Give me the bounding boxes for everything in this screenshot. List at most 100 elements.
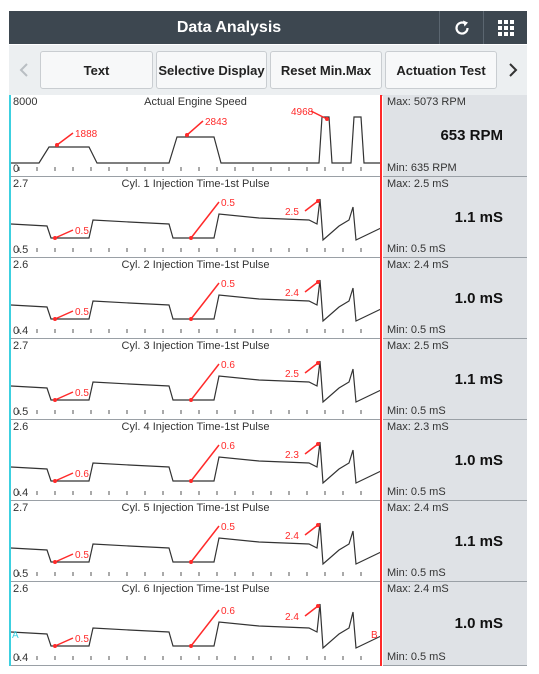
scale-min-label: 0 [13, 163, 20, 175]
annotation-arrow [56, 132, 74, 146]
annotation-arrowhead [185, 133, 189, 137]
annotation-arrow [54, 553, 74, 563]
graph-title: Actual Engine Speed [144, 96, 247, 108]
annotation-arrow [190, 609, 220, 647]
annotation-arrow [304, 200, 319, 212]
max-value-label: Max: 2.4 mS [387, 502, 449, 514]
graph-plot: 0.6 0.6 2.3 [10, 441, 382, 495]
annotation-arrowhead [55, 143, 59, 147]
graph-row-cyl-6-injection[interactable]: 2.6 Cyl. 6 Injection Time-1st Pulse 0.4 0.5… [9, 582, 382, 666]
value-row-cyl-1-injection: Max: 2.5 mS 1.1 mS Min: 0.5 mS [383, 177, 527, 258]
signal-trace [11, 116, 381, 164]
signal-trace [10, 279, 382, 323]
min-value-label: Min: 635 RPM [387, 162, 457, 174]
scale-max-label: 2.7 [13, 340, 29, 352]
annotation-arrow [54, 472, 74, 482]
chevron-right-icon [509, 63, 518, 77]
scale-min-label: 0.5 [13, 568, 29, 580]
scroll-left-button[interactable] [9, 45, 39, 95]
annotation-arrowhead [316, 199, 320, 203]
annotation-arrowhead [316, 523, 320, 527]
annotation-label: 0.5 [75, 307, 89, 318]
annotation-arrowhead [316, 280, 320, 284]
current-value: 1.0 mS [454, 452, 503, 469]
annotation-arrow [54, 637, 74, 647]
cursor-b-label: B [371, 630, 378, 641]
annotation-label: 2.4 [285, 612, 299, 623]
graph-title: Cyl. 3 Injection Time-1st Pulse [121, 340, 270, 352]
annotation-arrowhead [53, 317, 57, 321]
actuation-test-button[interactable]: Actuation Test [385, 51, 497, 89]
annotation-arrow [190, 282, 220, 320]
graph-row-cyl-3-injection[interactable]: 2.7 Cyl. 3 Injection Time-1st Pulse 0.5 0.5… [9, 339, 382, 420]
annotation-arrowhead [53, 560, 57, 564]
data-area: 8000 Actual Engine Speed 0 1888 2843 4968 2.7 C… [9, 95, 527, 666]
min-value-label: Min: 0.5 mS [387, 243, 446, 255]
value-row-engine-speed: Max: 5073 RPM 653 RPM Min: 635 RPM [383, 95, 527, 177]
selective-display-button[interactable]: Selective Display [156, 51, 267, 89]
annotation-label: 0.6 [221, 360, 235, 371]
annotation-arrowhead [53, 644, 57, 648]
annotation-arrow [190, 525, 220, 563]
annotation-arrow [54, 391, 74, 401]
text-button[interactable]: Text [40, 51, 153, 89]
annotation-label: 0.5 [75, 226, 89, 237]
annotation-label: 0.5 [221, 279, 235, 290]
value-row-cyl-2-injection: Max: 2.4 mS 1.0 mS Min: 0.5 mS [383, 258, 527, 339]
current-value: 653 RPM [440, 127, 503, 144]
chevron-left-icon [19, 63, 28, 77]
annotation-label: 2.4 [285, 531, 299, 542]
page-title: Data Analysis [176, 19, 282, 36]
toolbar: Text Selective Display Reset Min.Max Act… [9, 45, 527, 96]
value-row-cyl-5-injection: Max: 2.4 mS 1.1 mS Min: 0.5 mS [383, 501, 527, 582]
value-row-cyl-3-injection: Max: 2.5 mS 1.1 mS Min: 0.5 mS [383, 339, 527, 420]
signal-trace [10, 522, 382, 566]
min-value-label: Min: 0.5 mS [387, 324, 446, 336]
value-panel: Max: 5073 RPM 653 RPM Min: 635 RPM Max: 2.5… [383, 95, 527, 666]
graph-row-cyl-2-injection[interactable]: 2.6 Cyl. 2 Injection Time-1st Pulse 0.4 0.5… [9, 258, 382, 339]
graph-row-cyl-5-injection[interactable]: 2.7 Cyl. 5 Injection Time-1st Pulse 0.5 0.5… [9, 501, 382, 582]
scale-max-label: 2.6 [13, 259, 29, 271]
annotation-arrowhead [53, 236, 57, 240]
min-value-label: Min: 0.5 mS [387, 405, 446, 417]
grid-menu-button[interactable] [483, 11, 528, 44]
annotation-arrowhead [189, 644, 193, 648]
current-value: 1.1 mS [454, 533, 503, 550]
annotation-arrowhead [189, 398, 193, 402]
graph-plot: 0.5 0.6 2.5 [10, 360, 382, 414]
max-value-label: Max: 2.5 mS [387, 340, 449, 352]
annotation-label: 0.6 [75, 469, 89, 480]
graph-plot: 0.5 0.6 2.4 A B [10, 603, 382, 660]
annotation-label: 0.5 [75, 634, 89, 645]
graph-plot: 0.5 0.5 2.4 [10, 279, 382, 333]
min-value-label: Min: 0.5 mS [387, 567, 446, 579]
scale-min-label: 0.4 [13, 487, 29, 499]
graph-row-cyl-1-injection[interactable]: 2.7 Cyl. 1 Injection Time-1st Pulse 0.5 0.5… [9, 177, 382, 258]
cursor-a-line[interactable] [9, 95, 11, 666]
refresh-button[interactable] [439, 11, 484, 44]
annotation-arrow [304, 281, 319, 293]
annotation-label: 2843 [205, 117, 228, 128]
scroll-right-button[interactable] [499, 45, 527, 95]
cursor-b-line[interactable] [380, 95, 382, 666]
cursor-a-label: A [12, 630, 19, 641]
annotation-label: 0.5 [75, 550, 89, 561]
annotation-arrowhead [189, 236, 193, 240]
graph-plot: 0.5 0.5 2.4 [10, 522, 382, 576]
annotation-label: 2.5 [285, 207, 299, 218]
max-value-label: Max: 2.4 mS [387, 259, 449, 271]
annotation-arrow [190, 444, 220, 482]
annotation-arrow [54, 229, 74, 239]
annotation-arrow [310, 110, 328, 120]
graph-row-cyl-4-injection[interactable]: 2.6 Cyl. 4 Injection Time-1st Pulse 0.4 0.6… [9, 420, 382, 501]
graph-title: Cyl. 6 Injection Time-1st Pulse [121, 583, 270, 595]
annotation-label: 2.5 [285, 369, 299, 380]
annotation-arrowhead [189, 317, 193, 321]
graph-row-engine-speed[interactable]: 8000 Actual Engine Speed 0 1888 2843 4968 [9, 95, 382, 177]
signal-trace [10, 441, 382, 485]
current-value: 1.1 mS [454, 209, 503, 226]
reset-min-max-button[interactable]: Reset Min.Max [270, 51, 382, 89]
annotation-arrowhead [53, 398, 57, 402]
annotation-arrowhead [189, 560, 193, 564]
